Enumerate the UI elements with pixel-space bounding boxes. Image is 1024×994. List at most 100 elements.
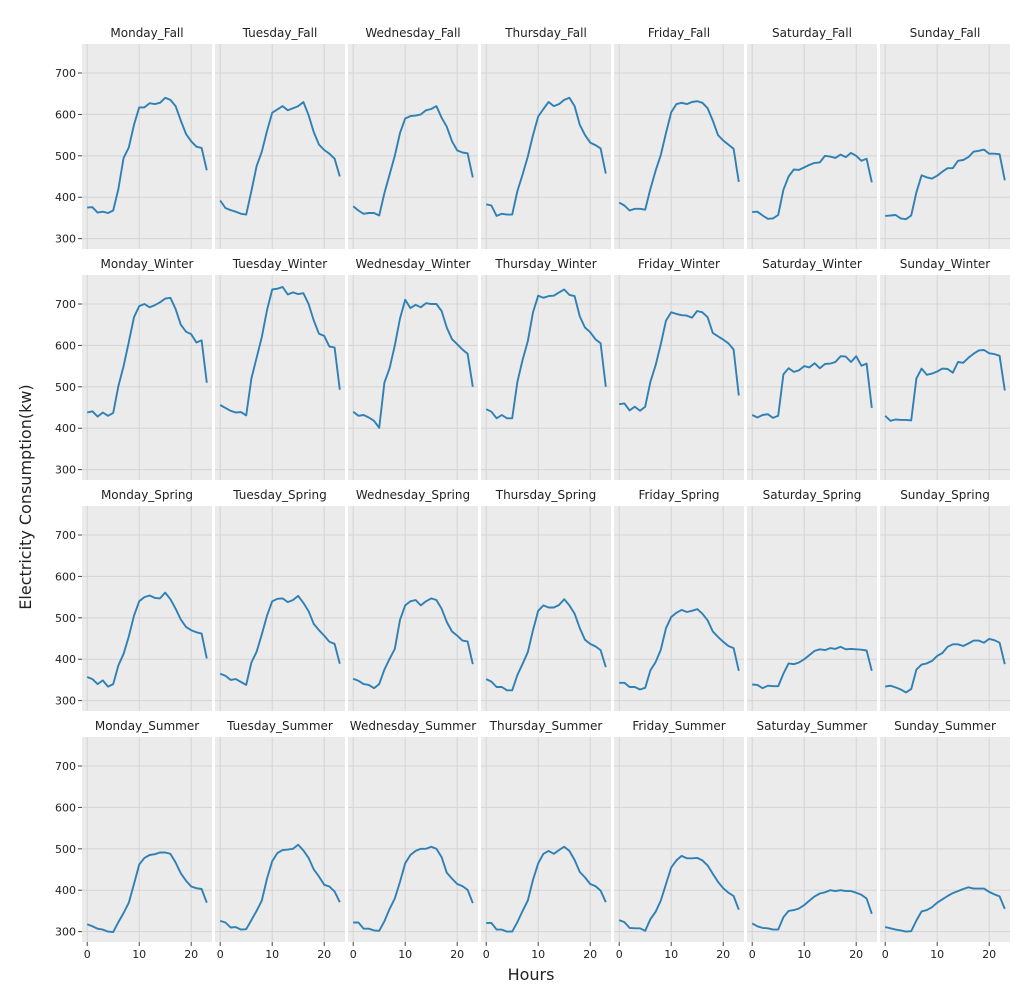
panel-title: Saturday_Summer [757, 719, 868, 733]
x-tick-label: 10 [265, 948, 279, 961]
series-line [486, 845, 607, 933]
y-tick-label: 700 [55, 529, 76, 542]
panel-background [215, 44, 345, 249]
panel-title: Tuesday_Fall [242, 26, 318, 40]
panel-background [215, 737, 345, 942]
y-tick-label: 400 [55, 653, 76, 666]
y-tick-label: 300 [55, 464, 76, 477]
series-line [618, 100, 740, 212]
x-tick-label: 0 [616, 948, 623, 961]
series-line [752, 645, 873, 690]
panel-background [747, 737, 877, 942]
x-tick-label: 10 [930, 948, 944, 961]
panel-title: Sunday_Spring [900, 488, 990, 502]
series-line [885, 148, 1006, 221]
x-tick-label: 20 [716, 948, 730, 961]
y-tick-label: 500 [55, 381, 76, 394]
panel-background [880, 737, 1010, 942]
panel-title: Monday_Winter [101, 257, 194, 271]
y-tick-label: 700 [55, 67, 76, 80]
panel-title: Sunday_Winter [900, 257, 991, 271]
panel-background [82, 44, 212, 249]
panel-title: Saturday_Spring [763, 488, 862, 502]
panel-background [82, 737, 212, 942]
y-tick-label: 400 [55, 191, 76, 204]
x-tick-label: 10 [132, 948, 146, 961]
panel-background [614, 275, 744, 480]
panel-background [880, 506, 1010, 711]
panel-title: Thursday_Spring [495, 488, 597, 502]
series-line [619, 310, 740, 412]
series-line [485, 598, 607, 692]
panel-title: Tuesday_Winter [232, 257, 327, 271]
panel-title: Thursday_Fall [504, 26, 587, 40]
series-line [618, 854, 740, 932]
panel-background [747, 44, 877, 249]
panel-background [348, 737, 478, 942]
series-line [751, 355, 873, 419]
panel-title: Saturday_Winter [762, 257, 862, 271]
panel-background [215, 275, 345, 480]
panel-title: Monday_Fall [110, 26, 183, 40]
y-axis-label: Electricity Consumption(kw) [16, 384, 35, 609]
panel-background [880, 275, 1010, 480]
panel-background [82, 506, 212, 711]
series-line [219, 101, 341, 216]
panel-background [481, 275, 611, 480]
x-tick-label: 10 [664, 948, 678, 961]
panel-background [481, 44, 611, 249]
y-tick-label: 500 [55, 150, 76, 163]
x-tick-label: 20 [583, 948, 597, 961]
x-tick-label: 10 [398, 948, 412, 961]
y-tick-label: 300 [55, 233, 76, 246]
panel-background [747, 506, 877, 711]
y-tick-label: 300 [55, 926, 76, 939]
series-line [86, 296, 208, 418]
panel-title: Thursday_Summer [489, 719, 603, 733]
x-tick-label: 10 [797, 948, 811, 961]
panel-title: Friday_Winter [638, 257, 720, 271]
panel-background [614, 737, 744, 942]
panel-background [348, 44, 478, 249]
panel-title: Tuesday_Summer [226, 719, 333, 733]
x-tick-label: 20 [317, 948, 331, 961]
series-line [353, 845, 474, 932]
series-line [219, 843, 341, 931]
x-tick-label: 20 [450, 948, 464, 961]
panel-title: Wednesday_Spring [356, 488, 470, 502]
series-line [219, 594, 341, 686]
series-line [87, 96, 208, 214]
x-axis-label: Hours [508, 965, 555, 984]
x-tick-label: 10 [531, 948, 545, 961]
panel-background [481, 737, 611, 942]
panel-background [880, 44, 1010, 249]
y-tick-label: 400 [55, 884, 76, 897]
panel-title: Monday_Summer [95, 719, 199, 733]
panel-title: Sunday_Summer [894, 719, 996, 733]
series-line [86, 851, 208, 934]
x-tick-label: 0 [217, 948, 224, 961]
y-tick-label: 500 [55, 612, 76, 625]
series-line [884, 349, 1006, 422]
panel-title: Monday_Spring [101, 488, 193, 502]
panel-background [82, 275, 212, 480]
y-tick-label: 500 [55, 843, 76, 856]
panel-title: Friday_Fall [648, 26, 710, 40]
y-tick-label: 300 [55, 695, 76, 708]
y-tick-label: 700 [55, 760, 76, 773]
panel-background [614, 44, 744, 249]
series-line [352, 597, 474, 690]
panel-background [348, 506, 478, 711]
y-tick-label: 700 [55, 298, 76, 311]
x-tick-label: 0 [84, 948, 91, 961]
x-tick-label: 0 [483, 948, 490, 961]
series-line [619, 608, 740, 691]
y-tick-label: 600 [55, 570, 76, 583]
x-tick-label: 0 [749, 948, 756, 961]
series-line [752, 151, 873, 220]
panel-title: Wednesday_Summer [350, 719, 476, 733]
x-tick-label: 20 [184, 948, 198, 961]
series-line [86, 591, 208, 688]
panel-background [215, 506, 345, 711]
